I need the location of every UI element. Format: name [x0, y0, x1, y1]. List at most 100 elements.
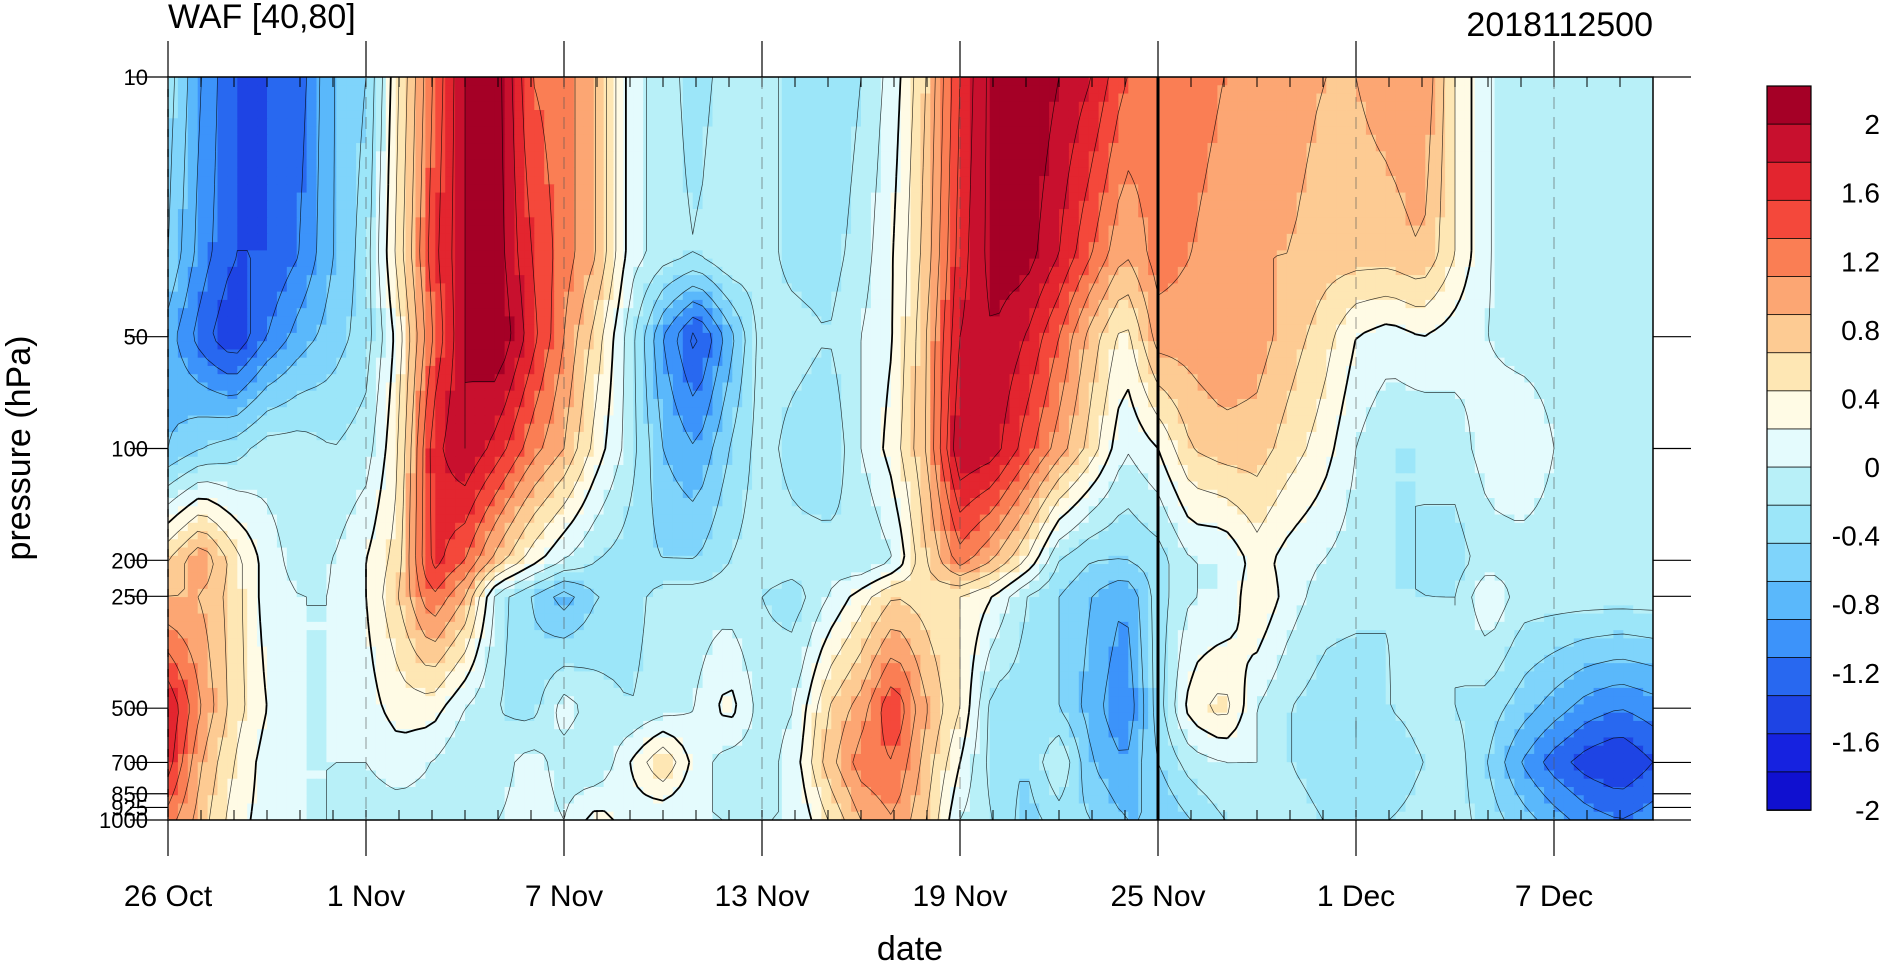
field-cell	[870, 93, 882, 103]
field-cell	[1534, 118, 1545, 128]
field-cell	[1237, 118, 1248, 128]
field-cell	[1365, 209, 1377, 218]
field-cell	[1563, 217, 1575, 227]
field-cell	[187, 176, 199, 185]
field-cell	[415, 217, 426, 227]
field-cell	[613, 151, 624, 161]
field-cell	[811, 192, 822, 202]
field-cell	[1039, 209, 1050, 218]
field-cell	[385, 283, 397, 293]
field-cell	[385, 341, 397, 351]
field-cell	[1524, 85, 1535, 95]
field-cell	[702, 110, 714, 119]
field-cell	[494, 192, 506, 202]
field-cell	[247, 101, 258, 111]
field-cell	[1019, 217, 1030, 227]
field-cell	[999, 184, 1011, 194]
field-cell	[336, 209, 347, 218]
field-cell	[663, 159, 674, 169]
field-cell	[455, 316, 466, 326]
field-cell	[1395, 316, 1407, 326]
field-cell	[1494, 118, 1506, 128]
field-cell	[1237, 266, 1248, 276]
field-cell	[1118, 308, 1129, 318]
field-cell	[1296, 225, 1308, 235]
field-cell	[316, 209, 327, 218]
field-cell	[722, 341, 733, 351]
field-cell	[514, 209, 525, 218]
field-cell	[1227, 101, 1238, 111]
field-cell	[474, 225, 486, 235]
field-cell	[1435, 93, 1446, 103]
field-cell	[554, 299, 565, 309]
field-cell	[821, 209, 832, 218]
field-cell	[910, 283, 921, 293]
field-cell	[742, 225, 753, 235]
field-cell	[346, 349, 357, 359]
field-cell	[702, 101, 714, 111]
field-cell	[633, 299, 644, 309]
field-cell	[465, 291, 476, 301]
field-cell	[1266, 85, 1278, 95]
field-cell	[1019, 167, 1030, 177]
field-cell	[791, 159, 803, 169]
field-cell	[455, 332, 466, 342]
field-cell	[1257, 126, 1268, 136]
field-cell	[276, 258, 288, 268]
field-cell	[336, 341, 347, 351]
field-cell	[1138, 233, 1149, 243]
field-cell	[752, 275, 763, 284]
field-cell	[851, 184, 862, 194]
field-cell	[356, 242, 367, 251]
field-cell	[1494, 159, 1506, 169]
field-cell	[544, 291, 555, 301]
field-cell	[1049, 233, 1060, 243]
field-cell	[1514, 332, 1525, 342]
field-cell	[1494, 332, 1506, 342]
field-cell	[702, 118, 714, 128]
field-cell	[870, 299, 882, 309]
field-cell	[1415, 151, 1426, 161]
field-cell	[1623, 167, 1634, 177]
field-cell	[841, 308, 852, 318]
field-cell	[1563, 283, 1575, 293]
field-cell	[791, 77, 803, 86]
field-cell	[1187, 308, 1199, 318]
field-cell	[1405, 217, 1416, 227]
field-cell	[1118, 299, 1129, 309]
field-cell	[1296, 126, 1308, 136]
field-cell	[1336, 143, 1347, 152]
field-cell	[1445, 283, 1456, 293]
field-cell	[1158, 308, 1169, 318]
field-cell	[583, 93, 595, 103]
field-cell	[207, 85, 219, 95]
field-cell	[217, 159, 228, 169]
field-cell	[633, 118, 644, 128]
field-cell	[1009, 101, 1020, 111]
field-cell	[1227, 167, 1238, 177]
field-cell	[1375, 217, 1387, 227]
field-cell	[1514, 118, 1525, 128]
field-cell	[1029, 316, 1040, 326]
field-cell	[1494, 192, 1506, 202]
field-cell	[217, 93, 228, 103]
field-cell	[1613, 308, 1624, 318]
field-cell	[1633, 110, 1644, 119]
field-cell	[1425, 341, 1436, 351]
field-cell	[771, 77, 783, 86]
field-cell	[1059, 110, 1070, 119]
field-cell	[554, 258, 565, 268]
field-cell	[1257, 85, 1268, 95]
field-cell	[1336, 299, 1347, 309]
field-cell	[1276, 341, 1288, 351]
field-cell	[672, 242, 684, 251]
field-cell	[692, 143, 704, 152]
field-cell	[504, 283, 516, 293]
field-cell	[1455, 126, 1466, 136]
field-cell	[1534, 143, 1545, 152]
field-cell	[168, 299, 179, 309]
field-cell	[554, 266, 565, 276]
field-cell	[1603, 291, 1614, 301]
field-cell	[415, 242, 426, 251]
field-cell	[336, 85, 347, 95]
